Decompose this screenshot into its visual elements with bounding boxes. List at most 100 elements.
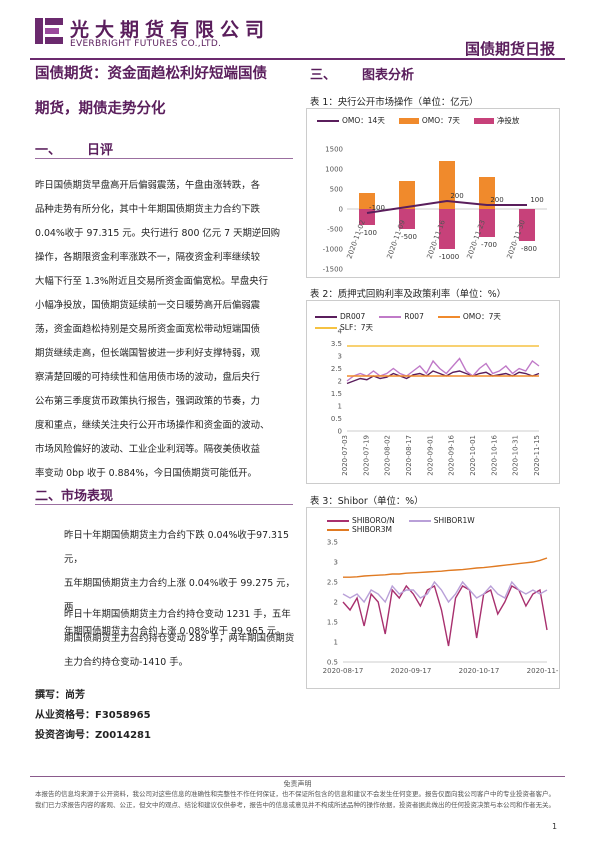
legend-label: SLF：7天: [340, 323, 374, 332]
data-label: -100: [361, 229, 377, 237]
bar: [439, 209, 455, 249]
market-p2-line: 昨日十年期国债期货主力合约持仓变动 1231 手，五年: [64, 609, 291, 620]
y-tick-label: 3.5: [331, 340, 342, 348]
legend-label: OMO：7天: [462, 312, 501, 321]
author-consult-id: 投资咨询号：Z0014281: [35, 730, 151, 741]
x-tick-label: 2020-09-01: [426, 435, 434, 476]
legend-label: R007: [404, 312, 424, 321]
chart-3-legend: SHIBORO/N SHIBOR1W SHIBOR3M: [327, 516, 557, 534]
review-line: 度和重点，继续关注央行公开市场操作和资金面的波动、: [35, 420, 270, 431]
y-tick-label: -1500: [323, 266, 343, 274]
y-tick-label: 500: [330, 186, 343, 194]
legend-swatch: [315, 327, 337, 329]
chart-2-legend: DR007 R007 OMO：7天 SLF：7天: [315, 311, 559, 333]
legend-swatch: [327, 520, 349, 522]
legend-swatch: [408, 520, 431, 522]
y-tick-label: 2: [338, 378, 342, 386]
legend-swatch: [437, 316, 460, 318]
market-p2-line: 期国债期货主力合约持仓变动 289 手，两年期国债期货: [64, 633, 295, 644]
market-p2-line: 主力合约持仓变动-1410 手。: [64, 657, 188, 668]
y-tick-label: 0.5: [327, 659, 338, 667]
company-logo: [35, 16, 65, 46]
legend-label: SHIBORO/N: [352, 516, 395, 525]
data-label: -1000: [439, 253, 459, 261]
x-tick-label: 2020-08-17: [405, 435, 413, 476]
chart-1-legend: OMO：14天 OMO：7天 净投放: [317, 115, 557, 126]
x-tick-label: 2020-11-23: [465, 219, 486, 260]
footer-divider: [30, 776, 565, 777]
y-tick-label: 2.5: [327, 579, 338, 587]
report-type: 国债期货日报: [464, 40, 555, 58]
legend-label: SHIBOR3M: [352, 525, 392, 534]
bar: [479, 209, 495, 237]
x-tick-label: 2020-11-17: [527, 667, 559, 675]
y-tick-label: 0: [339, 206, 343, 214]
data-label: -100: [369, 204, 385, 212]
legend-item: OMO：14天: [317, 116, 385, 125]
legend-label: 净投放: [496, 116, 520, 125]
series-line: [342, 580, 548, 604]
company-name-cn: 光大期货有限公司: [70, 19, 271, 41]
market-p1-line: 昨日十年期国债期货主力合约下跌 0.04%收于97.315 元，: [64, 530, 289, 565]
market-p1-line: 年期国债期货主力合约上涨 0.08%收于 99.965 元。: [64, 626, 286, 637]
y-tick-label: 1500: [325, 146, 343, 154]
review-line: 荡，资金面趋松持别是交易所资金面宽松带动短端国债: [35, 324, 261, 335]
x-tick-label: 2020-07-03: [341, 435, 349, 476]
section-1-title: 日评: [87, 143, 114, 158]
legend-item: 净投放: [473, 116, 520, 125]
market-performance-p1: 昨日十年期国债期货主力合约下跌 0.04%收于97.315 元， 五年期国债期货主…: [64, 524, 304, 644]
x-tick-label: 2020-08-17: [323, 667, 364, 675]
x-tick-label: 2020-10-17: [459, 667, 500, 675]
legend-item: SHIBOR3M: [327, 525, 392, 534]
bar: [399, 181, 415, 209]
bar: [519, 209, 535, 241]
x-tick-label: 2020-10-01: [469, 435, 477, 476]
chart-1-title: 表 1：央行公开市场操作（单位：亿元）: [310, 97, 479, 108]
legend-swatch: [317, 120, 339, 122]
disclaimer-text: 本报告的信息均来源于公开资料，我公司对这些信息的准确性和完整性不作任何保证，也不…: [35, 790, 555, 809]
x-tick-label: 2020-09-16: [448, 434, 456, 475]
logo-mark-icon: [35, 18, 63, 44]
author-name: 撰写：尚芳: [35, 690, 85, 701]
series-line: [346, 357, 540, 382]
author-qualification: 从业资格号：F3058965: [35, 710, 151, 721]
review-line: 市场风险偏好的波动、工业企业利润等。隔夜美债收益: [35, 444, 261, 455]
data-label: 100: [530, 196, 543, 204]
y-tick-label: 0.5: [331, 415, 342, 423]
y-tick-label: -500: [327, 226, 343, 234]
page-number: 1: [552, 822, 558, 831]
bar: [479, 177, 495, 209]
series-line: [346, 370, 540, 385]
data-label: -500: [401, 233, 417, 241]
y-tick-label: 3.5: [327, 539, 338, 547]
market-performance-p2: 昨日十年期国债期货主力合约持仓变动 1231 手，五年 期国债期货主力合约持仓变动…: [64, 603, 304, 675]
legend-swatch: [379, 316, 402, 318]
review-line: 察清楚回暖的可持续性和信用债市场的波动，盘后央行: [35, 372, 261, 383]
legend-item: OMO：7天: [398, 116, 460, 125]
review-line: 大幅下行至 1.3%附近且交易所资金面偏宽松。早盘央行: [35, 276, 269, 287]
disclaimer-title: 免责声明: [283, 780, 312, 788]
data-label: -800: [521, 245, 537, 253]
section-3-title: 图表分析: [362, 68, 415, 83]
y-tick-label: 0: [338, 428, 342, 436]
y-tick-label: 2.5: [331, 365, 342, 373]
section-3-number: 三、: [310, 68, 337, 83]
review-line: 率变动 0bp 收于 0.884%，今日国债期货可能低开。: [35, 468, 257, 479]
bar: [439, 161, 455, 209]
x-tick-label: 2020-10-31: [512, 435, 520, 476]
review-line: 品种走势有所分化，其中十年期国债期货主力合约下跌: [35, 204, 261, 215]
y-tick-label: 1000: [325, 166, 343, 174]
review-line: 公布第三季度货币政策执行报告，强调政策的节奏，力: [35, 396, 261, 407]
legend-swatch: [398, 118, 419, 124]
legend-swatch: [315, 316, 337, 318]
section-1-underline: [35, 158, 293, 159]
chart-2-frame: DR007 R007 OMO：7天SLF：7天 4 3.5 3 2.5 2 1.5 1 0.5 0 2…: [306, 300, 560, 484]
legend-label: DR007: [340, 312, 366, 321]
y-tick-label: 1: [334, 639, 338, 647]
legend-item: DR007: [315, 312, 365, 321]
section-1-heading: 一、 日评: [35, 139, 113, 158]
legend-label: SHIBOR1W: [433, 516, 475, 525]
y-tick-label: 3: [338, 353, 342, 361]
x-tick-label: 2020-11-02: [345, 219, 366, 260]
